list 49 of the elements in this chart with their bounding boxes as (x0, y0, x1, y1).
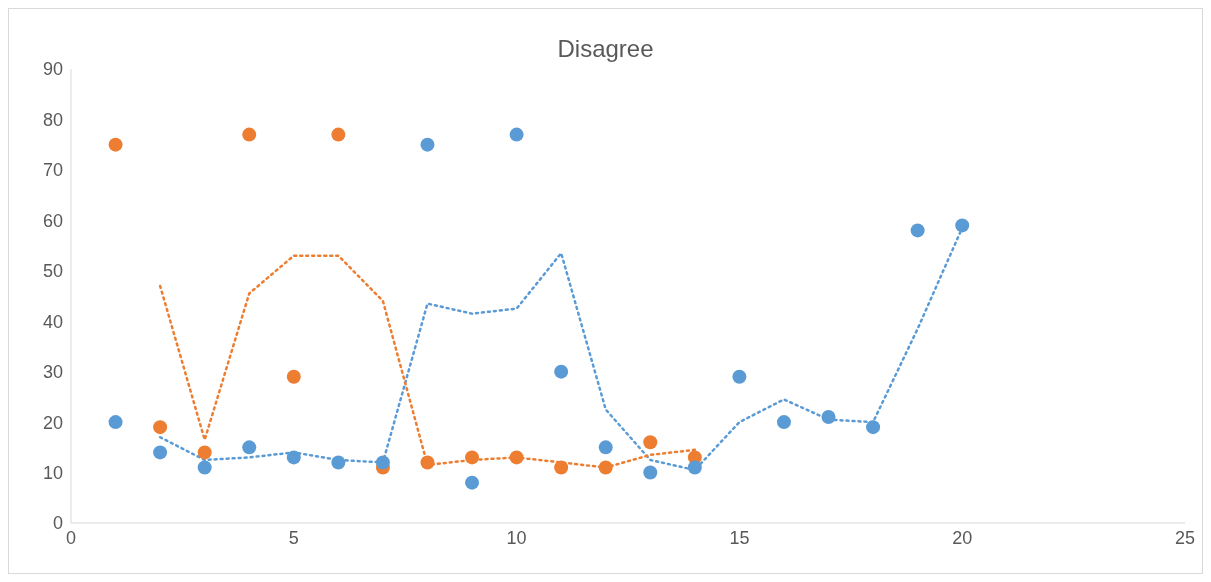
point (153, 445, 168, 460)
point (331, 127, 346, 142)
point (242, 127, 257, 142)
point (375, 455, 390, 470)
point (465, 475, 480, 490)
point (598, 440, 613, 455)
point (687, 460, 702, 475)
point (554, 364, 569, 379)
point (197, 445, 212, 460)
x-tick-label: 15 (729, 527, 750, 548)
point (108, 415, 123, 430)
point (955, 218, 970, 233)
point (509, 127, 524, 142)
point (910, 223, 925, 238)
x-tick-label: 5 (288, 527, 299, 548)
point (153, 420, 168, 435)
y-tick-label: 20 (42, 412, 63, 433)
chart-title: Disagree (556, 34, 655, 62)
point (821, 410, 836, 425)
y-tick-label: 30 (42, 362, 63, 383)
y-tick-label: 60 (42, 210, 63, 231)
point (643, 435, 658, 450)
point (465, 450, 480, 465)
point (331, 455, 346, 470)
point (732, 369, 747, 384)
x-tick-label: 20 (952, 527, 973, 548)
y-tick-label: 70 (42, 160, 63, 181)
y-tick-label: 0 (52, 513, 63, 534)
y-tick-label: 90 (42, 59, 63, 80)
point (598, 460, 613, 475)
point (866, 420, 881, 435)
y-tick-label: 50 (42, 261, 63, 282)
point (286, 450, 301, 465)
point (509, 450, 524, 465)
point (420, 137, 435, 152)
point (643, 465, 658, 480)
point (108, 137, 123, 152)
point (286, 369, 301, 384)
point (420, 455, 435, 470)
y-tick-label: 40 (42, 311, 63, 332)
x-tick-label: 10 (506, 527, 527, 548)
point (554, 460, 569, 475)
x-tick-label: 25 (1174, 527, 1196, 548)
point (242, 440, 257, 455)
y-tick-label: 80 (42, 109, 63, 130)
point (197, 460, 212, 475)
y-tick-label: 10 (42, 462, 63, 483)
x-tick-label: 0 (65, 527, 77, 548)
point (776, 415, 791, 430)
